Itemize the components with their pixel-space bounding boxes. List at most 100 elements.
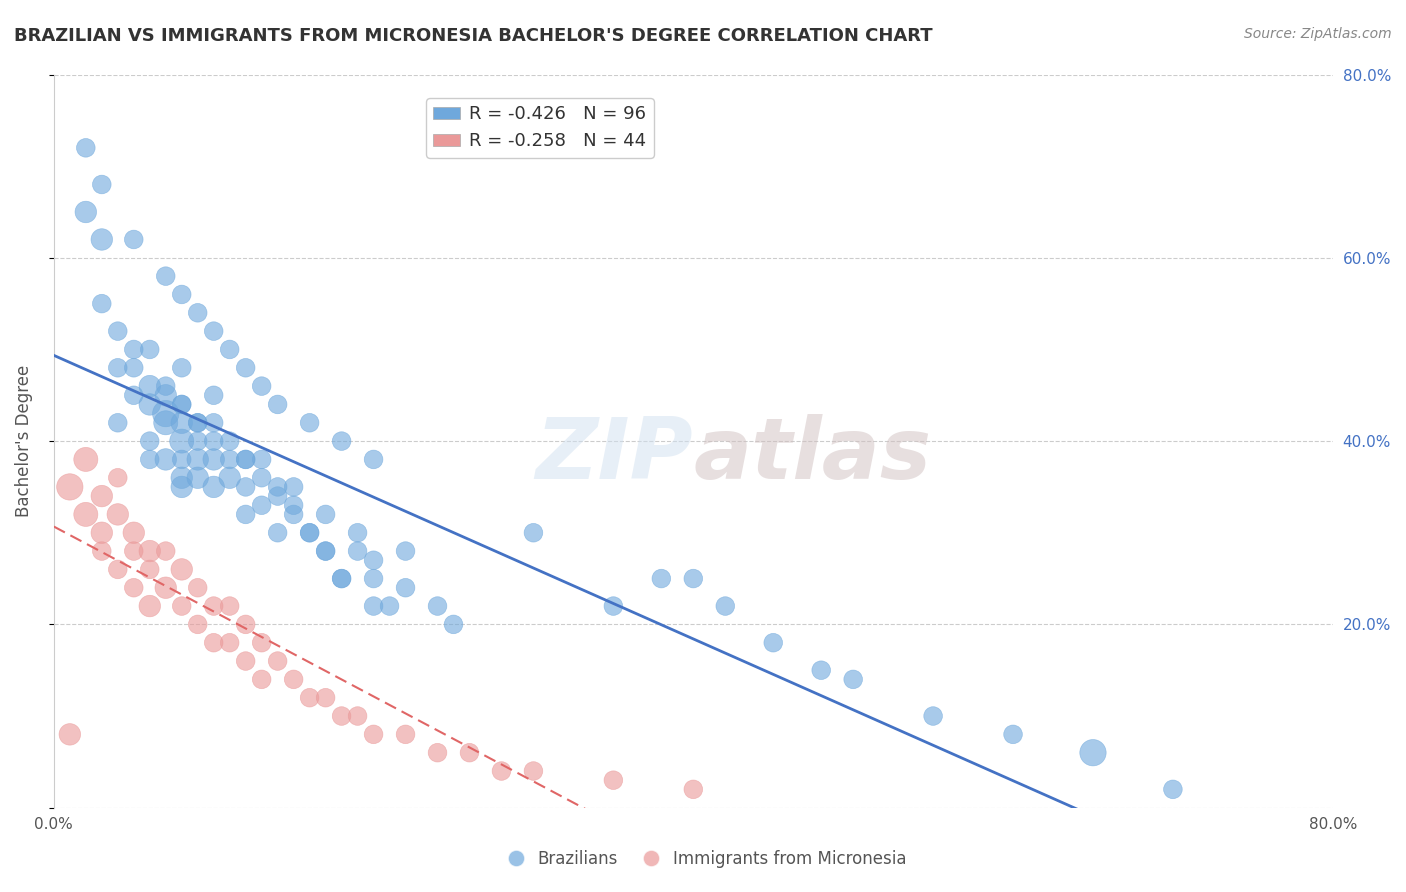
Point	[155, 269, 177, 284]
Point	[107, 508, 129, 522]
Point	[363, 452, 385, 467]
Point	[330, 572, 353, 586]
Point	[218, 636, 240, 650]
Point	[346, 544, 368, 558]
Point	[235, 654, 257, 668]
Point	[90, 178, 112, 192]
Point	[75, 205, 97, 219]
Point	[59, 727, 82, 741]
Point	[218, 434, 240, 449]
Point	[1002, 727, 1025, 741]
Point	[122, 232, 145, 246]
Point	[155, 379, 177, 393]
Point	[330, 709, 353, 723]
Point	[218, 471, 240, 485]
Point	[426, 599, 449, 613]
Point	[842, 673, 865, 687]
Point	[235, 480, 257, 494]
Point	[682, 782, 704, 797]
Point	[202, 416, 225, 430]
Point	[170, 562, 193, 576]
Point	[394, 727, 416, 741]
Point	[346, 709, 368, 723]
Point	[346, 525, 368, 540]
Point	[394, 581, 416, 595]
Point	[1081, 746, 1104, 760]
Point	[266, 397, 288, 411]
Point	[139, 434, 162, 449]
Point	[107, 562, 129, 576]
Point	[139, 343, 162, 357]
Point	[298, 416, 321, 430]
Point	[315, 544, 337, 558]
Point	[187, 471, 209, 485]
Point	[298, 525, 321, 540]
Point	[107, 324, 129, 338]
Point	[762, 636, 785, 650]
Text: ZIP: ZIP	[536, 414, 693, 497]
Point	[458, 746, 481, 760]
Point	[218, 343, 240, 357]
Point	[155, 581, 177, 595]
Point	[139, 397, 162, 411]
Point	[75, 141, 97, 155]
Point	[155, 388, 177, 402]
Point	[170, 287, 193, 301]
Point	[283, 480, 305, 494]
Point	[315, 544, 337, 558]
Point	[218, 599, 240, 613]
Point	[170, 416, 193, 430]
Point	[810, 663, 832, 677]
Point	[122, 544, 145, 558]
Point	[250, 452, 273, 467]
Point	[155, 407, 177, 421]
Point	[202, 636, 225, 650]
Point	[170, 471, 193, 485]
Point	[283, 498, 305, 512]
Point	[602, 773, 624, 788]
Point	[250, 471, 273, 485]
Point	[315, 508, 337, 522]
Point	[378, 599, 401, 613]
Point	[283, 673, 305, 687]
Point	[139, 544, 162, 558]
Point	[90, 232, 112, 246]
Point	[107, 416, 129, 430]
Point	[75, 452, 97, 467]
Point	[122, 360, 145, 375]
Point	[315, 690, 337, 705]
Legend: Brazilians, Immigrants from Micronesia: Brazilians, Immigrants from Micronesia	[492, 844, 914, 875]
Point	[187, 416, 209, 430]
Point	[170, 480, 193, 494]
Point	[922, 709, 945, 723]
Point	[330, 572, 353, 586]
Point	[235, 452, 257, 467]
Point	[170, 397, 193, 411]
Point	[170, 434, 193, 449]
Point	[202, 324, 225, 338]
Point	[363, 572, 385, 586]
Point	[75, 508, 97, 522]
Point	[170, 452, 193, 467]
Y-axis label: Bachelor's Degree: Bachelor's Degree	[15, 365, 32, 517]
Legend: R = -0.426   N = 96, R = -0.258   N = 44: R = -0.426 N = 96, R = -0.258 N = 44	[426, 98, 654, 158]
Point	[187, 306, 209, 320]
Point	[266, 480, 288, 494]
Point	[266, 654, 288, 668]
Point	[155, 452, 177, 467]
Point	[283, 508, 305, 522]
Point	[250, 498, 273, 512]
Point	[202, 480, 225, 494]
Point	[187, 581, 209, 595]
Point	[250, 673, 273, 687]
Point	[202, 599, 225, 613]
Text: BRAZILIAN VS IMMIGRANTS FROM MICRONESIA BACHELOR'S DEGREE CORRELATION CHART: BRAZILIAN VS IMMIGRANTS FROM MICRONESIA …	[14, 27, 932, 45]
Point	[139, 562, 162, 576]
Point	[250, 379, 273, 393]
Point	[394, 544, 416, 558]
Point	[187, 617, 209, 632]
Point	[235, 617, 257, 632]
Point	[202, 388, 225, 402]
Point	[202, 434, 225, 449]
Point	[155, 416, 177, 430]
